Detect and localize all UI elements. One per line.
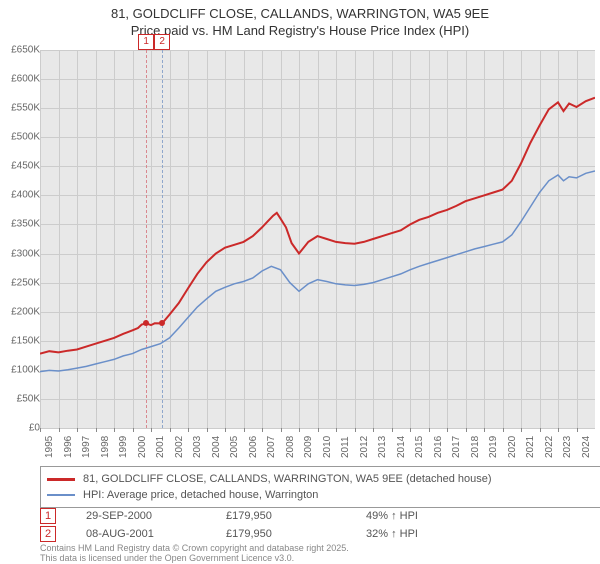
x-tick-label: 1997 (81, 436, 92, 458)
plot-area (40, 50, 595, 428)
x-tick-label: 2006 (248, 436, 259, 458)
x-tick-label: 2004 (211, 436, 222, 458)
x-tick-label: 2017 (451, 436, 462, 458)
x-tick-label: 2005 (229, 436, 240, 458)
x-tick-label: 2019 (488, 436, 499, 458)
sale-date: 08-AUG-2001 (86, 528, 226, 540)
x-tick-label: 2020 (507, 436, 518, 458)
footer-attribution: Contains HM Land Registry data © Crown c… (40, 544, 349, 564)
x-tick-label: 1998 (100, 436, 111, 458)
x-tick-label: 2018 (470, 436, 481, 458)
x-tick-label: 2010 (322, 436, 333, 458)
y-tick-label: £150K (4, 335, 40, 346)
x-tick-label: 2014 (396, 436, 407, 458)
sale-delta: 49% ↑ HPI (366, 510, 506, 522)
y-tick-label: £400K (4, 190, 40, 201)
legend-swatch (47, 494, 75, 496)
x-tick-label: 2015 (414, 436, 425, 458)
title-line-1: 81, GOLDCLIFF CLOSE, CALLANDS, WARRINGTO… (111, 6, 489, 21)
series-line (40, 98, 595, 354)
sale-price: £179,950 (226, 510, 366, 522)
sale-row: 1 29-SEP-2000£179,95049% ↑ HPI (40, 508, 595, 524)
y-tick-label: £550K (4, 103, 40, 114)
y-tick-label: £650K (4, 45, 40, 56)
legend-item: HPI: Average price, detached house, Warr… (47, 487, 595, 503)
y-tick-label: £0 (4, 423, 40, 434)
x-tick-label: 1995 (44, 436, 55, 458)
legend: 81, GOLDCLIFF CLOSE, CALLANDS, WARRINGTO… (40, 466, 600, 508)
series-line (40, 171, 595, 372)
x-tick-label: 1996 (63, 436, 74, 458)
y-tick-label: £300K (4, 248, 40, 259)
y-tick-label: £200K (4, 306, 40, 317)
sale-marker-label: 2 (154, 34, 170, 50)
sale-row: 2 08-AUG-2001£179,95032% ↑ HPI (40, 526, 595, 542)
y-tick-label: £600K (4, 74, 40, 85)
legend-label: 81, GOLDCLIFF CLOSE, CALLANDS, WARRINGTO… (83, 473, 492, 485)
sale-index: 1 (40, 508, 56, 524)
sale-marker-dot (159, 320, 165, 326)
chart-container: 81, GOLDCLIFF CLOSE, CALLANDS, WARRINGTO… (0, 0, 600, 560)
title-line-2: Price paid vs. HM Land Registry's House … (131, 23, 469, 38)
legend-label: HPI: Average price, detached house, Warr… (83, 489, 318, 501)
x-tick-label: 2022 (544, 436, 555, 458)
x-tick-label: 2008 (285, 436, 296, 458)
sale-price: £179,950 (226, 528, 366, 540)
footer-line-1: Contains HM Land Registry data © Crown c… (40, 543, 349, 553)
legend-item: 81, GOLDCLIFF CLOSE, CALLANDS, WARRINGTO… (47, 471, 595, 487)
x-tick-label: 2013 (377, 436, 388, 458)
x-tick-label: 2024 (581, 436, 592, 458)
x-tick-label: 2021 (525, 436, 536, 458)
x-tick-label: 2007 (266, 436, 277, 458)
sale-marker-label: 1 (138, 34, 154, 50)
x-tick-label: 2011 (340, 436, 351, 458)
x-tick-label: 2016 (433, 436, 444, 458)
x-tick-label: 2003 (192, 436, 203, 458)
x-tick-label: 2002 (174, 436, 185, 458)
x-tick-label: 2000 (137, 436, 148, 458)
legend-swatch (47, 478, 75, 481)
x-tick-label: 2001 (155, 436, 166, 458)
x-tick-label: 2023 (562, 436, 573, 458)
x-tick-label: 1999 (118, 436, 129, 458)
line-series (40, 50, 595, 428)
sale-marker-dot (143, 320, 149, 326)
y-tick-label: £500K (4, 132, 40, 143)
sale-index: 2 (40, 526, 56, 542)
sale-date: 29-SEP-2000 (86, 510, 226, 522)
x-tick-label: 2009 (303, 436, 314, 458)
y-tick-label: £350K (4, 219, 40, 230)
y-tick-label: £250K (4, 277, 40, 288)
chart-title: 81, GOLDCLIFF CLOSE, CALLANDS, WARRINGTO… (0, 0, 600, 40)
sale-delta: 32% ↑ HPI (366, 528, 506, 540)
footer-line-2: This data is licensed under the Open Gov… (40, 553, 294, 563)
y-tick-label: £50K (4, 393, 40, 404)
y-tick-label: £100K (4, 364, 40, 375)
x-tick-label: 2012 (359, 436, 370, 458)
y-tick-label: £450K (4, 161, 40, 172)
